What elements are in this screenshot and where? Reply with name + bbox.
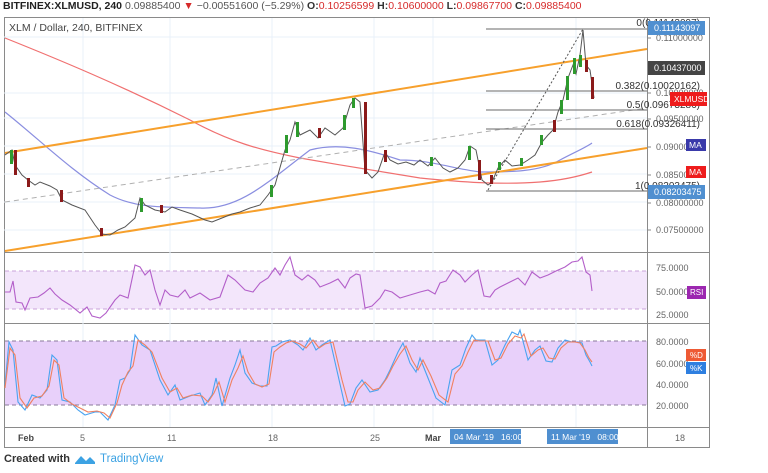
time-tag-start-text: 04 Mar '19 16:00 xyxy=(454,432,523,442)
price-change: −0.00551600 (−5.29%) xyxy=(196,0,305,12)
symbol-tag-text: XLMUSD xyxy=(674,94,709,104)
symbol-header: BITFINEX:XLMUSD, 240 0.09885400 ▼ −0.005… xyxy=(3,0,582,14)
rsi-line xyxy=(5,255,593,319)
fib-trend-line xyxy=(487,28,584,191)
time-tag-end-text: 11 Mar '19 08:00 xyxy=(551,432,619,442)
svg-text:40.0000: 40.0000 xyxy=(656,380,689,390)
svg-text:Mar: Mar xyxy=(425,433,442,443)
current-price-tag-text: 0.10437000 xyxy=(654,63,702,73)
stoch-d-tag xyxy=(686,349,706,361)
chart-frame xyxy=(4,17,710,448)
tradingview-logo-icon xyxy=(75,456,96,464)
created-with-text: Created with xyxy=(4,453,71,465)
svg-text:18: 18 xyxy=(268,433,278,443)
stoch-axis: 80.0000 60.0000 40.0000 20.0000 xyxy=(656,337,689,411)
channel-upper-line xyxy=(4,48,648,154)
svg-text:0.09000000: 0.09000000 xyxy=(656,142,704,152)
price-axis-ticks xyxy=(647,37,651,231)
svg-text:18: 18 xyxy=(675,433,685,443)
fib-high-price-tag xyxy=(648,21,705,35)
ma-blue-tag-text: MA xyxy=(689,140,702,150)
svg-text:Feb: Feb xyxy=(18,433,35,443)
fib-low-price-tag-text: 0.08203475 xyxy=(654,187,702,197)
svg-text:80.0000: 80.0000 xyxy=(656,337,689,347)
time-tag-end xyxy=(547,429,618,444)
svg-text:11: 11 xyxy=(167,433,176,443)
svg-text:0.09500000: 0.09500000 xyxy=(656,114,704,124)
stoch-band xyxy=(5,341,647,405)
svg-text:5: 5 xyxy=(80,433,85,443)
candles xyxy=(10,55,594,236)
close-label: C: xyxy=(514,0,527,12)
svg-text:20.0000: 20.0000 xyxy=(656,401,689,411)
tradingview-brand-link[interactable]: TradingView xyxy=(100,453,164,465)
ma-red-tag-text: MA xyxy=(689,167,702,177)
ma-blue-tag xyxy=(686,139,706,151)
open-label: O: xyxy=(307,0,319,12)
svg-text:60.0000: 60.0000 xyxy=(656,359,689,369)
svg-text:25: 25 xyxy=(370,433,380,443)
footer: Created with TradingView xyxy=(4,453,163,465)
stoch-d-tag-text: %D xyxy=(690,351,703,360)
ma-red-line xyxy=(4,37,593,184)
fibonacci-levels xyxy=(486,28,647,192)
high-value: 0.10600000 xyxy=(388,0,444,12)
rsi-tag-text: RSI xyxy=(690,288,703,297)
low-value: 0.09867700 xyxy=(456,0,513,12)
svg-text:0.08500000: 0.08500000 xyxy=(656,170,704,180)
chart-legend: XLM / Dollar, 240, BITFINEX xyxy=(9,22,143,34)
rsi-axis: 75.0000 50.0000 25.0000 xyxy=(656,263,689,320)
fib-label-0382: 0.382(0.10020162) xyxy=(615,81,700,92)
svg-text:75.0000: 75.0000 xyxy=(656,263,689,273)
high-label: H: xyxy=(377,0,389,12)
symbol-tag xyxy=(670,92,707,106)
channel-mid-line xyxy=(4,107,648,203)
last-price: 0.09885400 xyxy=(124,0,181,12)
time-tag-start xyxy=(450,429,521,444)
close-value: 0.09885400 xyxy=(526,0,582,12)
svg-text:50.0000: 50.0000 xyxy=(656,287,689,297)
fib-low-price-tag xyxy=(648,185,705,199)
svg-text:25.0000: 25.0000 xyxy=(656,310,689,320)
svg-text:0.11000000: 0.11000000 xyxy=(656,33,703,43)
rsi-tag xyxy=(687,286,706,299)
svg-text:0.07500000: 0.07500000 xyxy=(656,225,704,235)
stoch-k-tag-text: %K xyxy=(690,364,703,373)
symbol-name: BITFINEX:XLMUSD, 240 xyxy=(3,0,123,12)
rsi-band xyxy=(5,271,647,309)
stoch-d-line xyxy=(4,332,593,419)
stoch-k-line xyxy=(4,328,593,421)
open-value: 0.10256599 xyxy=(318,0,375,12)
svg-text:0.08000000: 0.08000000 xyxy=(656,198,704,208)
time-axis: Feb 5 11 18 25 Mar 18 xyxy=(18,433,685,443)
down-arrow-icon: ▼ xyxy=(183,0,194,12)
ma-blue-line xyxy=(4,111,593,209)
current-price-tag xyxy=(648,61,705,75)
fib-label-0618: 0.618(0.09326411) xyxy=(616,119,700,130)
fib-label-05: 0.5(0.09673286) xyxy=(627,100,700,111)
stoch-k-tag xyxy=(686,362,706,374)
ma-red-tag xyxy=(686,166,706,178)
low-label: L: xyxy=(446,0,457,12)
fib-high-price-tag-text: 0.11143097 xyxy=(654,23,700,33)
